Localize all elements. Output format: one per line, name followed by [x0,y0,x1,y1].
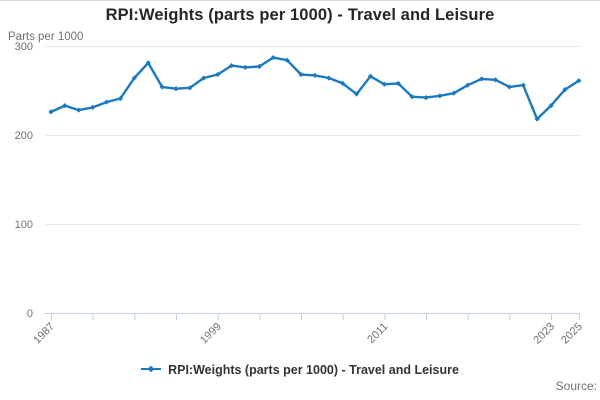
data-point-marker[interactable] [48,109,54,115]
data-point-marker[interactable] [270,54,276,61]
x-axis-tick-label: 2025 [559,321,585,347]
data-point-marker[interactable] [131,75,137,81]
data-point-marker[interactable] [62,103,68,109]
data-point-marker[interactable] [465,82,471,88]
data-point-marker[interactable] [340,80,346,86]
data-point-marker[interactable] [534,116,540,122]
x-axis-tick-label: 1999 [198,321,224,347]
data-point-marker[interactable] [506,84,512,90]
x-axis-tick-label: 1987 [31,321,57,347]
data-point-marker[interactable] [492,77,499,83]
data-point-marker[interactable] [242,64,249,70]
data-point-marker[interactable] [90,104,96,111]
data-point-marker[interactable] [298,71,304,78]
legend-line-with-diamond-icon [141,361,162,379]
data-point-marker[interactable] [215,71,221,78]
data-point-marker[interactable] [576,78,582,84]
y-axis-tick-label: 300 [15,41,33,53]
y-axis-tick-label: 0 [27,308,33,320]
data-point-marker[interactable] [256,63,262,70]
y-axis-tick-label: 200 [15,130,33,142]
data-point-marker[interactable] [312,72,318,78]
chart-title: RPI:Weights (parts per 1000) - Travel an… [105,6,495,24]
data-point-marker[interactable] [367,73,374,79]
x-axis-tick-label: 2011 [365,321,390,346]
chart-legend[interactable]: RPI:Weights (parts per 1000) - Travel an… [0,361,600,379]
x-axis-tick-label: 2023 [531,321,557,347]
data-point-marker[interactable] [145,60,151,66]
data-point-marker[interactable] [423,95,429,101]
source-label: Source: [555,379,597,393]
data-point-marker[interactable] [187,85,193,91]
data-point-marker[interactable] [451,90,457,96]
data-point-markers [48,54,582,122]
data-point-marker[interactable] [520,82,526,88]
data-point-marker[interactable] [326,75,332,81]
data-point-marker[interactable] [437,93,443,99]
data-point-marker[interactable] [562,87,568,93]
data-point-marker[interactable] [353,91,360,97]
data-point-marker[interactable] [548,103,554,109]
data-point-marker[interactable] [173,86,179,92]
data-point-marker[interactable] [284,57,290,63]
series-line [49,56,580,121]
data-point-marker[interactable] [478,76,485,82]
data-point-marker[interactable] [381,81,387,87]
data-point-marker[interactable] [103,99,110,105]
data-point-marker[interactable] [159,84,165,90]
y-axis-tick-label: 100 [15,219,33,231]
legend-series-label: RPI:Weights (parts per 1000) - Travel an… [168,363,459,377]
line-chart-plot-area: Parts per 1000 0 100 200 300 1987 1999 2011 2023… [8,31,585,347]
data-point-marker[interactable] [409,94,415,100]
data-point-marker[interactable] [76,107,82,113]
data-point-marker[interactable] [228,62,235,69]
y-axis-title: Parts per 1000 [8,31,83,43]
data-point-marker[interactable] [117,95,124,102]
data-point-marker[interactable] [395,80,401,86]
data-point-marker[interactable] [201,75,207,81]
